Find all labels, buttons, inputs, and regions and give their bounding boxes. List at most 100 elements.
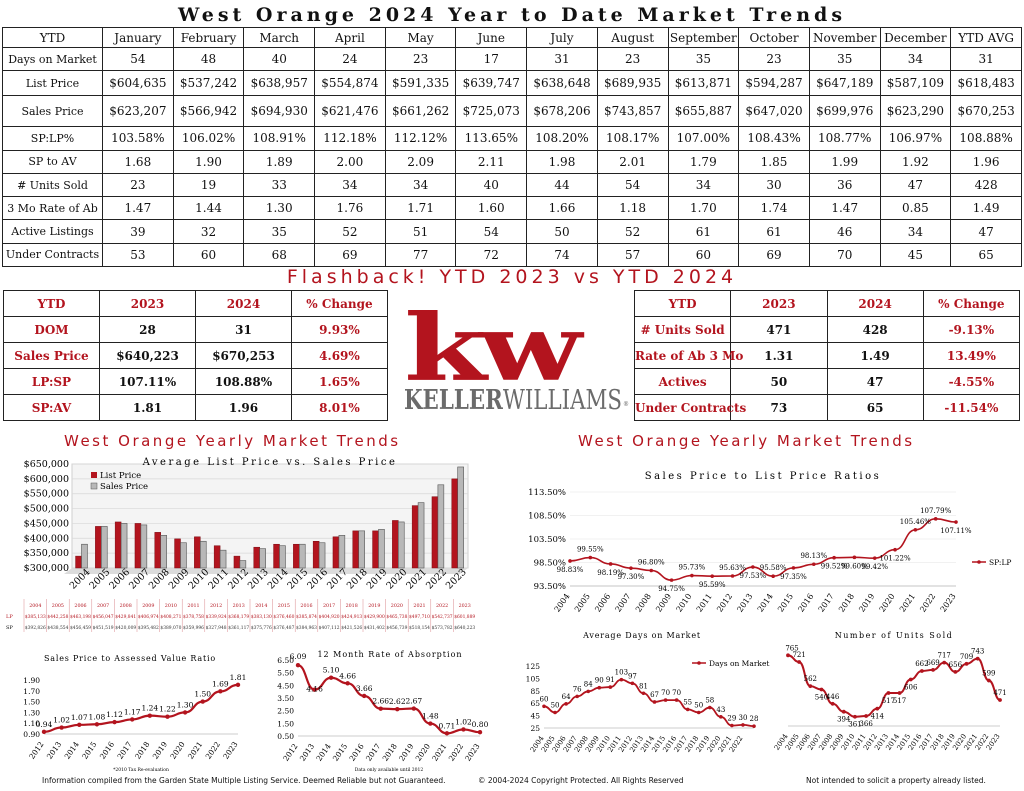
- data-label: 471: [993, 689, 1006, 697]
- chart-title: Average List Price vs. Sales Price: [142, 457, 398, 468]
- compare-row: Rate of Ab 3 Mo 1.31 1.49 13.49%: [633, 342, 1021, 369]
- table-cell: 54: [102, 46, 174, 72]
- table-cell: 1.47: [102, 196, 174, 221]
- table-header-row: YTD January February March April May June July A…: [2, 27, 1022, 48]
- data-label: 97.53%: [739, 572, 766, 580]
- data-point: [975, 656, 980, 661]
- table-cell: 40: [243, 46, 316, 72]
- table-cell: 31: [526, 46, 598, 72]
- data-point: [542, 704, 546, 709]
- table-cell: 47: [950, 219, 1022, 244]
- data-label: 58: [705, 697, 714, 705]
- days-on-market-chart: Average Days on Market254565851051256050…: [526, 631, 770, 754]
- footer-center: © 2004-2024 Copyright Protected. All Rig…: [478, 776, 684, 785]
- x-tick-label: 2004: [553, 592, 572, 614]
- data-point: [395, 706, 400, 712]
- chart-note: Data only available until 2012: [355, 767, 424, 773]
- data-point: [378, 706, 383, 711]
- data-label: 1.17: [124, 707, 141, 716]
- bar-sales-price: [299, 543, 306, 569]
- data-label: 662: [915, 660, 928, 668]
- row-label: # Units Sold: [2, 172, 103, 198]
- y-tick-label: 4.50: [277, 681, 294, 690]
- table-cell: 1.79: [667, 149, 740, 174]
- data-label: 97.30%: [618, 573, 645, 581]
- data-label: 6.09: [290, 652, 307, 661]
- compare-row-label: Actives: [633, 368, 732, 395]
- bar-list-price: [95, 526, 102, 569]
- table-cell: $554,874: [314, 70, 386, 97]
- table-cell: $661,262: [384, 95, 457, 128]
- data-point: [663, 698, 668, 702]
- x-tick-label: 2005: [573, 592, 592, 614]
- table-cell: 23: [102, 172, 174, 198]
- data-label: 70: [672, 689, 681, 697]
- header-cell: YTD AVG: [950, 27, 1022, 48]
- data-label: 1.81: [230, 673, 247, 682]
- table-sp-value: $327,948: [206, 626, 227, 631]
- table-cell: 428: [950, 172, 1022, 198]
- x-tick-label: 2012: [281, 742, 299, 763]
- table-cell: 57: [596, 242, 669, 268]
- data-label: 50: [551, 702, 560, 710]
- data-point: [832, 555, 836, 560]
- compare-table-left: YTD 2023 2024% Change DOM 28 31 9.93% Sales Pri…: [3, 290, 388, 421]
- table-year: 2007: [97, 603, 109, 609]
- data-point: [771, 574, 775, 579]
- data-point: [986, 678, 991, 683]
- compare-cell: 108.88%: [195, 368, 292, 395]
- legend-label: Days on Market: [709, 659, 769, 668]
- data-label: 446: [826, 693, 840, 701]
- compare-row-label: Sales Price: [3, 342, 100, 369]
- data-point: [553, 710, 557, 715]
- table-sp-value: $359,996: [183, 626, 204, 631]
- bar-sales-price: [160, 535, 167, 569]
- page-title: West Orange 2024 Year to Date Market Tre…: [177, 4, 847, 26]
- compare-cell: 9.93%: [291, 316, 388, 343]
- table-cell: 1.44: [172, 196, 245, 221]
- data-point: [94, 722, 100, 727]
- x-tick-label: 2017: [364, 742, 382, 763]
- series-line: [569, 518, 957, 581]
- data-label: 0.94: [36, 720, 53, 729]
- table-cell: 34: [879, 219, 952, 244]
- table-lp-value: $465,738: [386, 615, 407, 620]
- data-label: 95.58%: [760, 564, 787, 572]
- compare-cell: 50: [730, 368, 828, 395]
- table-cell: 1.89: [243, 149, 316, 174]
- bar-sales-price: [180, 542, 187, 569]
- compare-row-label: DOM: [3, 316, 100, 343]
- table-cell: $647,189: [808, 70, 881, 97]
- table-cell: 34: [384, 172, 457, 198]
- compare-header-cell: YTD: [3, 290, 100, 317]
- table-sp-value: $421,526: [341, 626, 362, 631]
- data-point: [295, 662, 301, 668]
- data-point: [669, 578, 674, 582]
- y-tick-label: 0.90: [23, 730, 40, 739]
- data-label: 2.62: [389, 697, 406, 706]
- x-tick-label: 2016: [347, 742, 365, 763]
- table-year: 2020: [391, 603, 403, 609]
- bar-sales-price: [318, 542, 326, 569]
- data-point: [897, 691, 902, 695]
- table-cell: 1.92: [879, 149, 952, 174]
- x-tick-label: 2020: [168, 740, 186, 761]
- header-cell: YTD: [2, 27, 103, 48]
- data-point: [112, 719, 117, 725]
- data-point: [652, 700, 657, 704]
- x-tick-label: 2022: [204, 740, 222, 761]
- table-cell: $743,857: [596, 95, 669, 128]
- table-cell: 1.68: [102, 149, 174, 174]
- table-lp-value: $456,047: [93, 615, 114, 620]
- table-cell: 112.18%: [314, 126, 386, 151]
- data-point: [919, 669, 924, 673]
- data-point: [608, 562, 613, 566]
- table-cell: 77: [384, 242, 457, 268]
- table-cell: 108.91%: [243, 126, 316, 151]
- compare-row: LP:SP 107.11% 108.88% 1.65%: [3, 368, 388, 395]
- table-cell: $613,871: [667, 70, 740, 97]
- table-sp-value: $451,519: [93, 626, 114, 631]
- table-sp-value: $407,112: [319, 626, 340, 631]
- table-cell: 31: [950, 46, 1022, 72]
- table-sp-value: $389,070: [160, 626, 181, 631]
